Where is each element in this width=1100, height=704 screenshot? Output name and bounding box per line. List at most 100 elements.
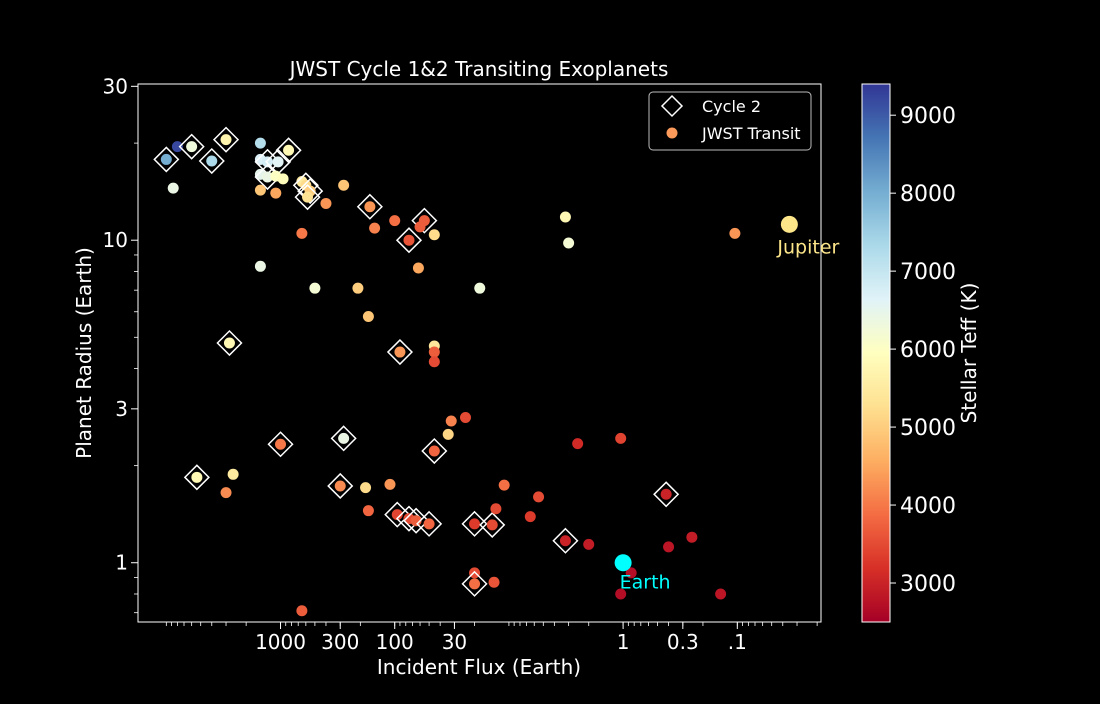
planet-point [488, 576, 500, 588]
colorbar-tick-label: 3000 [900, 572, 956, 597]
planet-point [220, 134, 232, 146]
planet-point [615, 432, 627, 444]
colorbar-tick-label: 8000 [900, 182, 956, 207]
planet-point [320, 197, 332, 209]
planet-point [369, 222, 381, 234]
cycle2-marker [395, 227, 423, 254]
planet-point [302, 191, 314, 203]
colorbar-tick-label: 4000 [900, 494, 956, 519]
planet-point [715, 588, 727, 600]
colorbar-tick-label: 7000 [900, 260, 956, 285]
cycle2-marker [653, 481, 680, 508]
cycle2-marker [267, 431, 294, 458]
planet-point [262, 156, 274, 168]
cycle2-marker [198, 147, 225, 175]
planet-point [277, 173, 289, 185]
planet-point [272, 156, 284, 168]
cycle2-marker [461, 570, 488, 597]
planet-point [469, 578, 481, 590]
cycle2-marker [327, 472, 354, 500]
planet-point [663, 541, 675, 553]
planet-point [283, 144, 295, 156]
cycle2-marker [411, 207, 438, 234]
planet-point [572, 438, 584, 450]
planet-point [186, 141, 198, 153]
planet-point [362, 505, 374, 517]
cycle2-marker [552, 527, 579, 554]
cycle2-marker [395, 505, 423, 532]
colorbar-tick-label: 6000 [900, 338, 956, 363]
planet-point [167, 182, 179, 194]
planet-point [442, 428, 454, 440]
planet-point [563, 237, 575, 249]
planet-point [625, 567, 637, 579]
cycle2-marker [153, 146, 180, 173]
planet-point [338, 179, 350, 191]
planet-point [474, 282, 486, 294]
colorbar-tick-label: 9000 [900, 104, 956, 129]
cycle2-marker [421, 437, 448, 465]
x-tick-label: 30 [442, 630, 467, 654]
x-tick-label: .1 [728, 630, 747, 654]
planet-point [583, 538, 595, 550]
y-tick-label: 30 [103, 74, 128, 98]
cycle2-marker [212, 126, 240, 153]
legend-box [648, 91, 812, 151]
cycle2-marker [330, 425, 357, 452]
x-axis: 1000 300 100 30 1 0.3 .1 [165, 622, 818, 654]
planet-point [360, 482, 372, 494]
planet-point [469, 518, 481, 530]
planet-point [559, 211, 571, 223]
planet-point [296, 605, 308, 617]
cycle2-marker [294, 184, 321, 211]
legend-diamond-icon [660, 94, 684, 118]
planet-point [524, 511, 536, 523]
x-axis-label: Incident Flux (Earth) [377, 655, 581, 679]
cycle2-marker [416, 510, 443, 537]
chart-title: JWST Cycle 1&2 Transiting Exoplanets [288, 57, 669, 81]
cycle2-marker [216, 329, 243, 357]
cycle2-marker [183, 464, 210, 491]
planet-point [660, 488, 672, 500]
planet-point [309, 282, 321, 294]
planet-point [445, 415, 457, 427]
planet-point [254, 184, 266, 196]
planet-point [391, 509, 403, 521]
legend-label-cycle2: Cycle 2 [702, 97, 761, 116]
planet-point [533, 491, 545, 503]
planet-point [615, 588, 627, 600]
planet-point [486, 519, 498, 531]
planet-point [394, 346, 406, 358]
planet-point [227, 468, 239, 480]
x-tick-label: 0.3 [667, 630, 699, 654]
planet-point [338, 432, 350, 444]
planet-point [364, 201, 376, 213]
y-axis: 1 3 10 30 [103, 74, 138, 614]
planet-point [262, 171, 274, 183]
planet-point [428, 229, 440, 241]
planet-point [729, 227, 741, 239]
colorbar-ticks: 3000 4000 5000 6000 7000 8000 9000 [890, 104, 956, 597]
cycle2-marker [479, 511, 506, 538]
planet-point [412, 262, 424, 274]
legend-label-jwst-transit: JWST Transit [701, 124, 801, 143]
planet-point [206, 155, 218, 167]
cycle2-marker [297, 178, 324, 205]
x-tick-label: 300 [321, 630, 359, 654]
y-tick-label: 3 [115, 397, 128, 421]
planet-point [220, 487, 232, 499]
x-tick-label: 1 [617, 630, 630, 654]
planet-point [428, 346, 440, 358]
planet-point [296, 227, 308, 239]
planet-point [686, 531, 698, 543]
colorbar-tick-label: 5000 [900, 416, 956, 441]
planet-point [414, 221, 426, 233]
y-axis-label: Planet Radius (Earth) [72, 247, 96, 459]
colorbar-label: Stellar Teff (K) [957, 283, 981, 424]
planet-point [403, 234, 415, 246]
cycle2-marker [461, 510, 488, 537]
legend: Cycle 2 JWST Transit [648, 91, 812, 151]
cycle2-marker [386, 338, 414, 366]
